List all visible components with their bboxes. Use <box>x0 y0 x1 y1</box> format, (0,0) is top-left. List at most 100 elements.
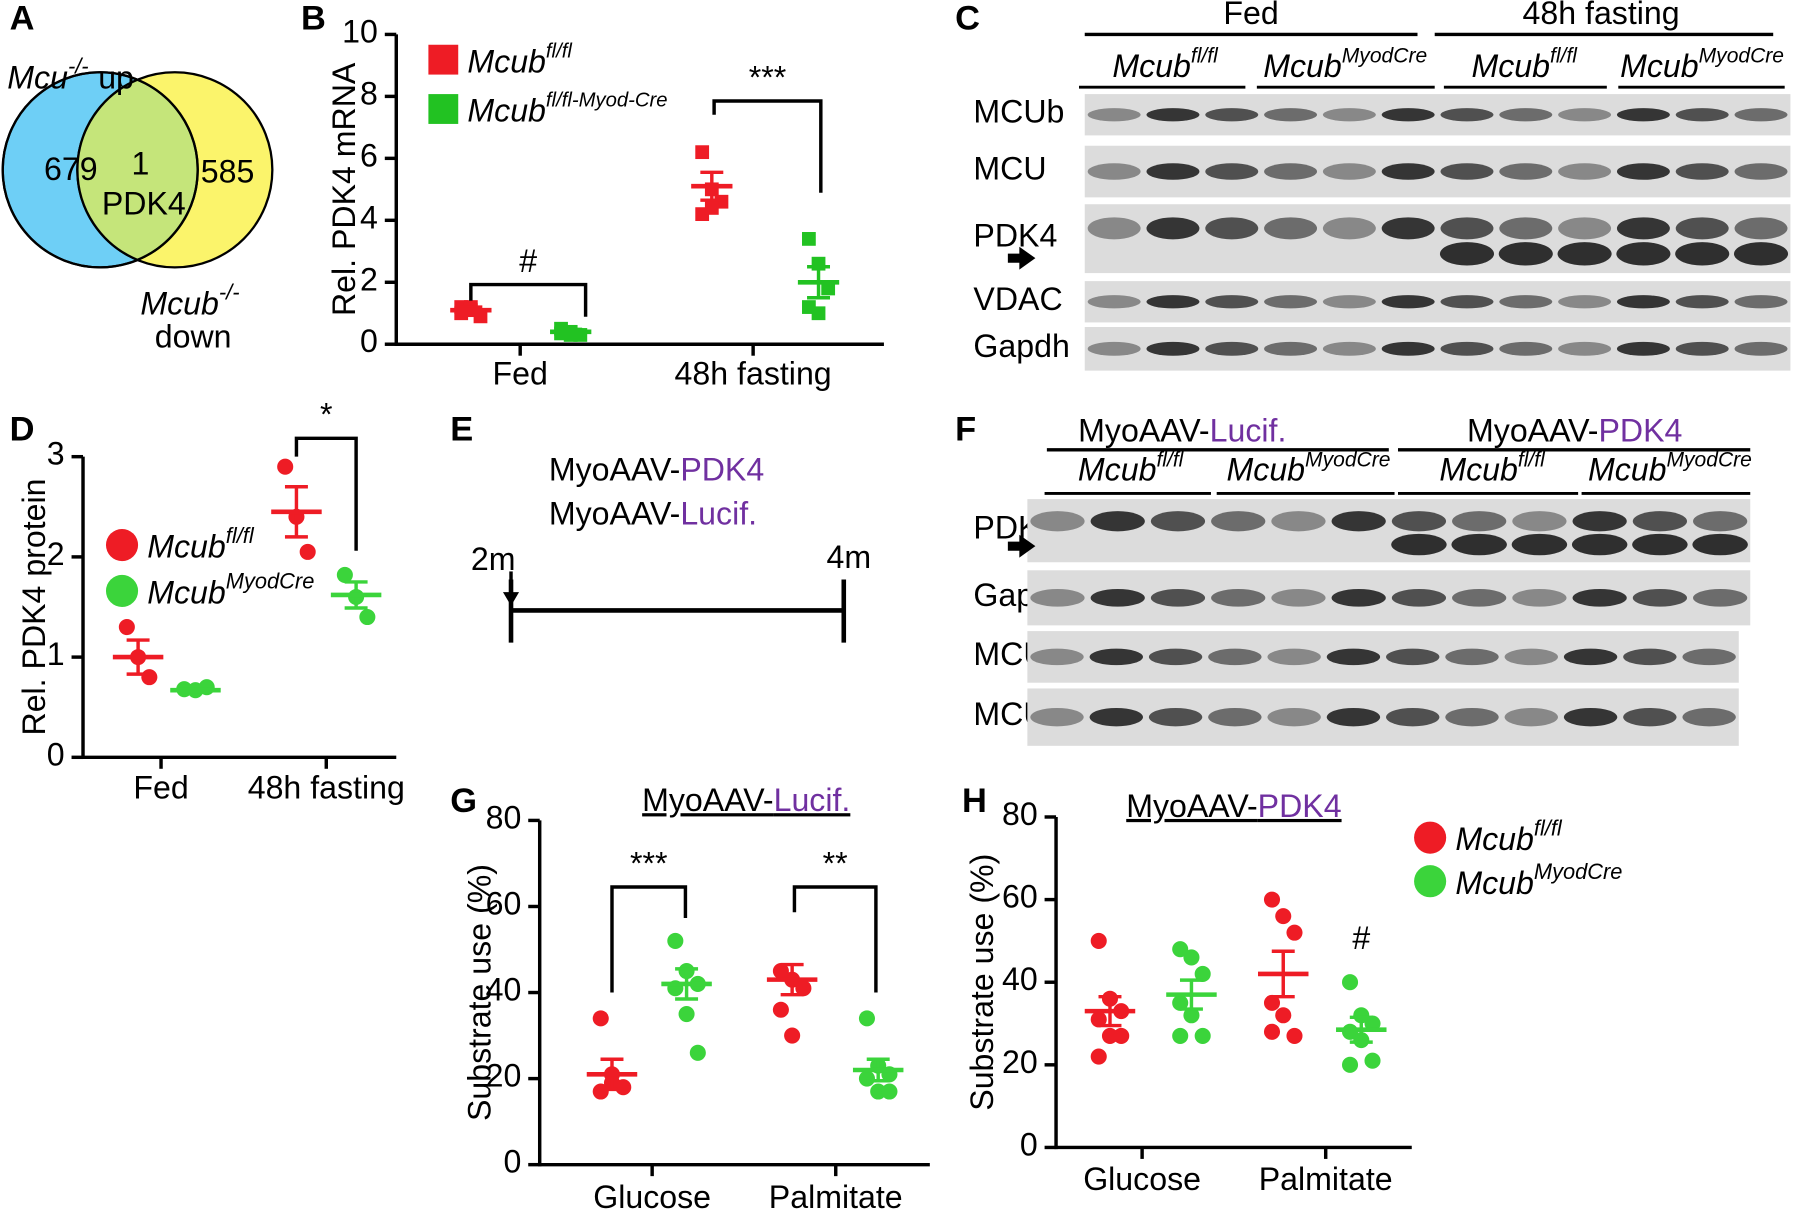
blot-subgroup-label-part: MyodCre <box>1699 44 1784 67</box>
legend-label-part: fl/fl <box>1534 815 1563 840</box>
data-point <box>1090 1011 1107 1028</box>
y-tick-label-part: 20 <box>486 1058 522 1094</box>
blot-band <box>1148 648 1203 666</box>
blot-band <box>1572 511 1627 532</box>
x-tick-label-part: 48h fasting <box>248 770 405 806</box>
y-tick-label: 0 <box>360 324 378 360</box>
blot-band <box>1205 217 1259 240</box>
blot-band <box>1733 242 1789 266</box>
significance-label: * <box>320 397 333 433</box>
panel-label-part: E <box>450 411 473 449</box>
y-axis-label: Rel. PDK4 mRNA <box>326 62 362 316</box>
blot-subgroup-label: Mcubfl/fl <box>1439 448 1546 488</box>
venn-right-label-part: down <box>155 319 232 355</box>
y-tick-label: 2 <box>360 262 378 298</box>
chart-title-part: MyoAAV- <box>1126 788 1257 824</box>
blot-subgroup-label: Mcubfl/fl <box>1471 44 1578 84</box>
venn-left-label-part: Mcu <box>7 60 68 96</box>
blot-band <box>1211 511 1266 532</box>
timeline-item-part: MyoAAV- <box>549 496 680 532</box>
blot-row-label-part: MCUb <box>973 94 1064 130</box>
blot-band <box>1623 707 1677 727</box>
blot-subgroup-label-part: Mcub <box>1588 452 1667 488</box>
blot-band <box>1623 648 1677 666</box>
blot-band <box>1267 648 1321 666</box>
y-tick-label: 3 <box>47 436 65 472</box>
venn-count: 1 <box>131 146 149 182</box>
y-tick-label-part: 40 <box>1002 962 1038 998</box>
data-point <box>1364 1052 1381 1069</box>
venn-right-label: down <box>155 319 232 355</box>
timeline-item-part: Lucif. <box>680 496 757 532</box>
y-tick-label: 6 <box>360 138 378 174</box>
data-point <box>592 1083 609 1100</box>
x-tick-label: Fed <box>493 356 548 392</box>
venn-right-label-part: -/- <box>219 279 240 304</box>
blot-band <box>1271 589 1326 607</box>
blot-band <box>1205 295 1259 309</box>
data-point <box>1090 1048 1107 1065</box>
significance-label-part: # <box>519 243 537 279</box>
blot-subgroup-label-part: MyodCre <box>1667 448 1752 471</box>
panel-label: F <box>955 411 976 449</box>
data-point <box>592 1010 609 1027</box>
data-point <box>1183 949 1200 966</box>
data-point <box>1183 1007 1200 1024</box>
panel-label: A <box>10 0 35 38</box>
data-point <box>1194 965 1211 982</box>
blot-row-label: MCUb <box>973 94 1064 130</box>
x-tick-label-part: Glucose <box>593 1180 711 1214</box>
data-point <box>858 1010 875 1027</box>
blot-subgroup-label-part: fl/fl <box>1191 44 1219 67</box>
panel-label: E <box>450 411 473 449</box>
blot-band <box>1440 217 1494 240</box>
y-tick-label: 0 <box>47 737 65 773</box>
blot-band <box>1146 341 1200 356</box>
blot-band <box>1512 511 1567 532</box>
blot-band <box>1675 341 1729 356</box>
data-point <box>277 458 294 475</box>
data-point <box>1172 941 1189 958</box>
data-point <box>689 1044 706 1061</box>
blot-band <box>1504 648 1558 666</box>
blot-band <box>1616 341 1670 356</box>
y-tick-label-part: 0 <box>47 737 65 773</box>
blot-strip <box>1027 631 1739 683</box>
y-tick-label-part: 80 <box>1002 796 1038 832</box>
blot-arrow <box>1007 246 1036 270</box>
panel-label-part: D <box>10 411 35 449</box>
data-point <box>870 1083 887 1100</box>
blot-band <box>1205 108 1259 122</box>
x-tick-label: Fed <box>133 770 188 806</box>
blot-band <box>1150 511 1206 532</box>
y-axis-label: Substrate use (%) <box>462 864 498 1121</box>
legend-marker <box>428 44 459 75</box>
blot-band <box>1675 163 1729 180</box>
x-tick-label: Palmitate <box>769 1180 903 1214</box>
y-axis-label-part: Rel. PDK4 protein <box>17 478 53 735</box>
blot-subgroup-label: McubMyodCre <box>1620 44 1784 84</box>
blot-subgroup-label-part: fl/fl <box>1518 448 1546 471</box>
blot-row-label-part: VDAC <box>973 281 1062 317</box>
blot-band <box>1381 341 1435 356</box>
blot-band <box>1557 242 1612 266</box>
blot-subgroup-label: Mcubfl/fl <box>1078 448 1185 488</box>
data-point <box>1286 924 1303 941</box>
venn-left-label-part: up <box>98 60 134 96</box>
blot-subgroup-label-part: Mcub <box>1078 452 1157 488</box>
y-tick-label-part: 40 <box>486 972 522 1008</box>
y-tick-label-part: 20 <box>1002 1044 1038 1080</box>
y-tick-label: 1 <box>47 637 65 673</box>
y-tick-label-part: 2 <box>47 536 65 572</box>
venn-overlap-label-part: PDK4 <box>102 186 186 222</box>
data-point <box>1263 994 1281 1011</box>
legend-marker <box>105 574 139 607</box>
blot-subgroup-label-part: Mcub <box>1227 452 1306 488</box>
significance-bracket <box>712 99 823 193</box>
data-point <box>1172 994 1189 1011</box>
blot-subgroup-label-part: MyodCre <box>1342 44 1427 67</box>
panel-label-part: C <box>955 0 980 38</box>
venn-left-label: Mcu-/- up <box>7 53 134 96</box>
x-tick-label: 48h fasting <box>248 770 405 806</box>
